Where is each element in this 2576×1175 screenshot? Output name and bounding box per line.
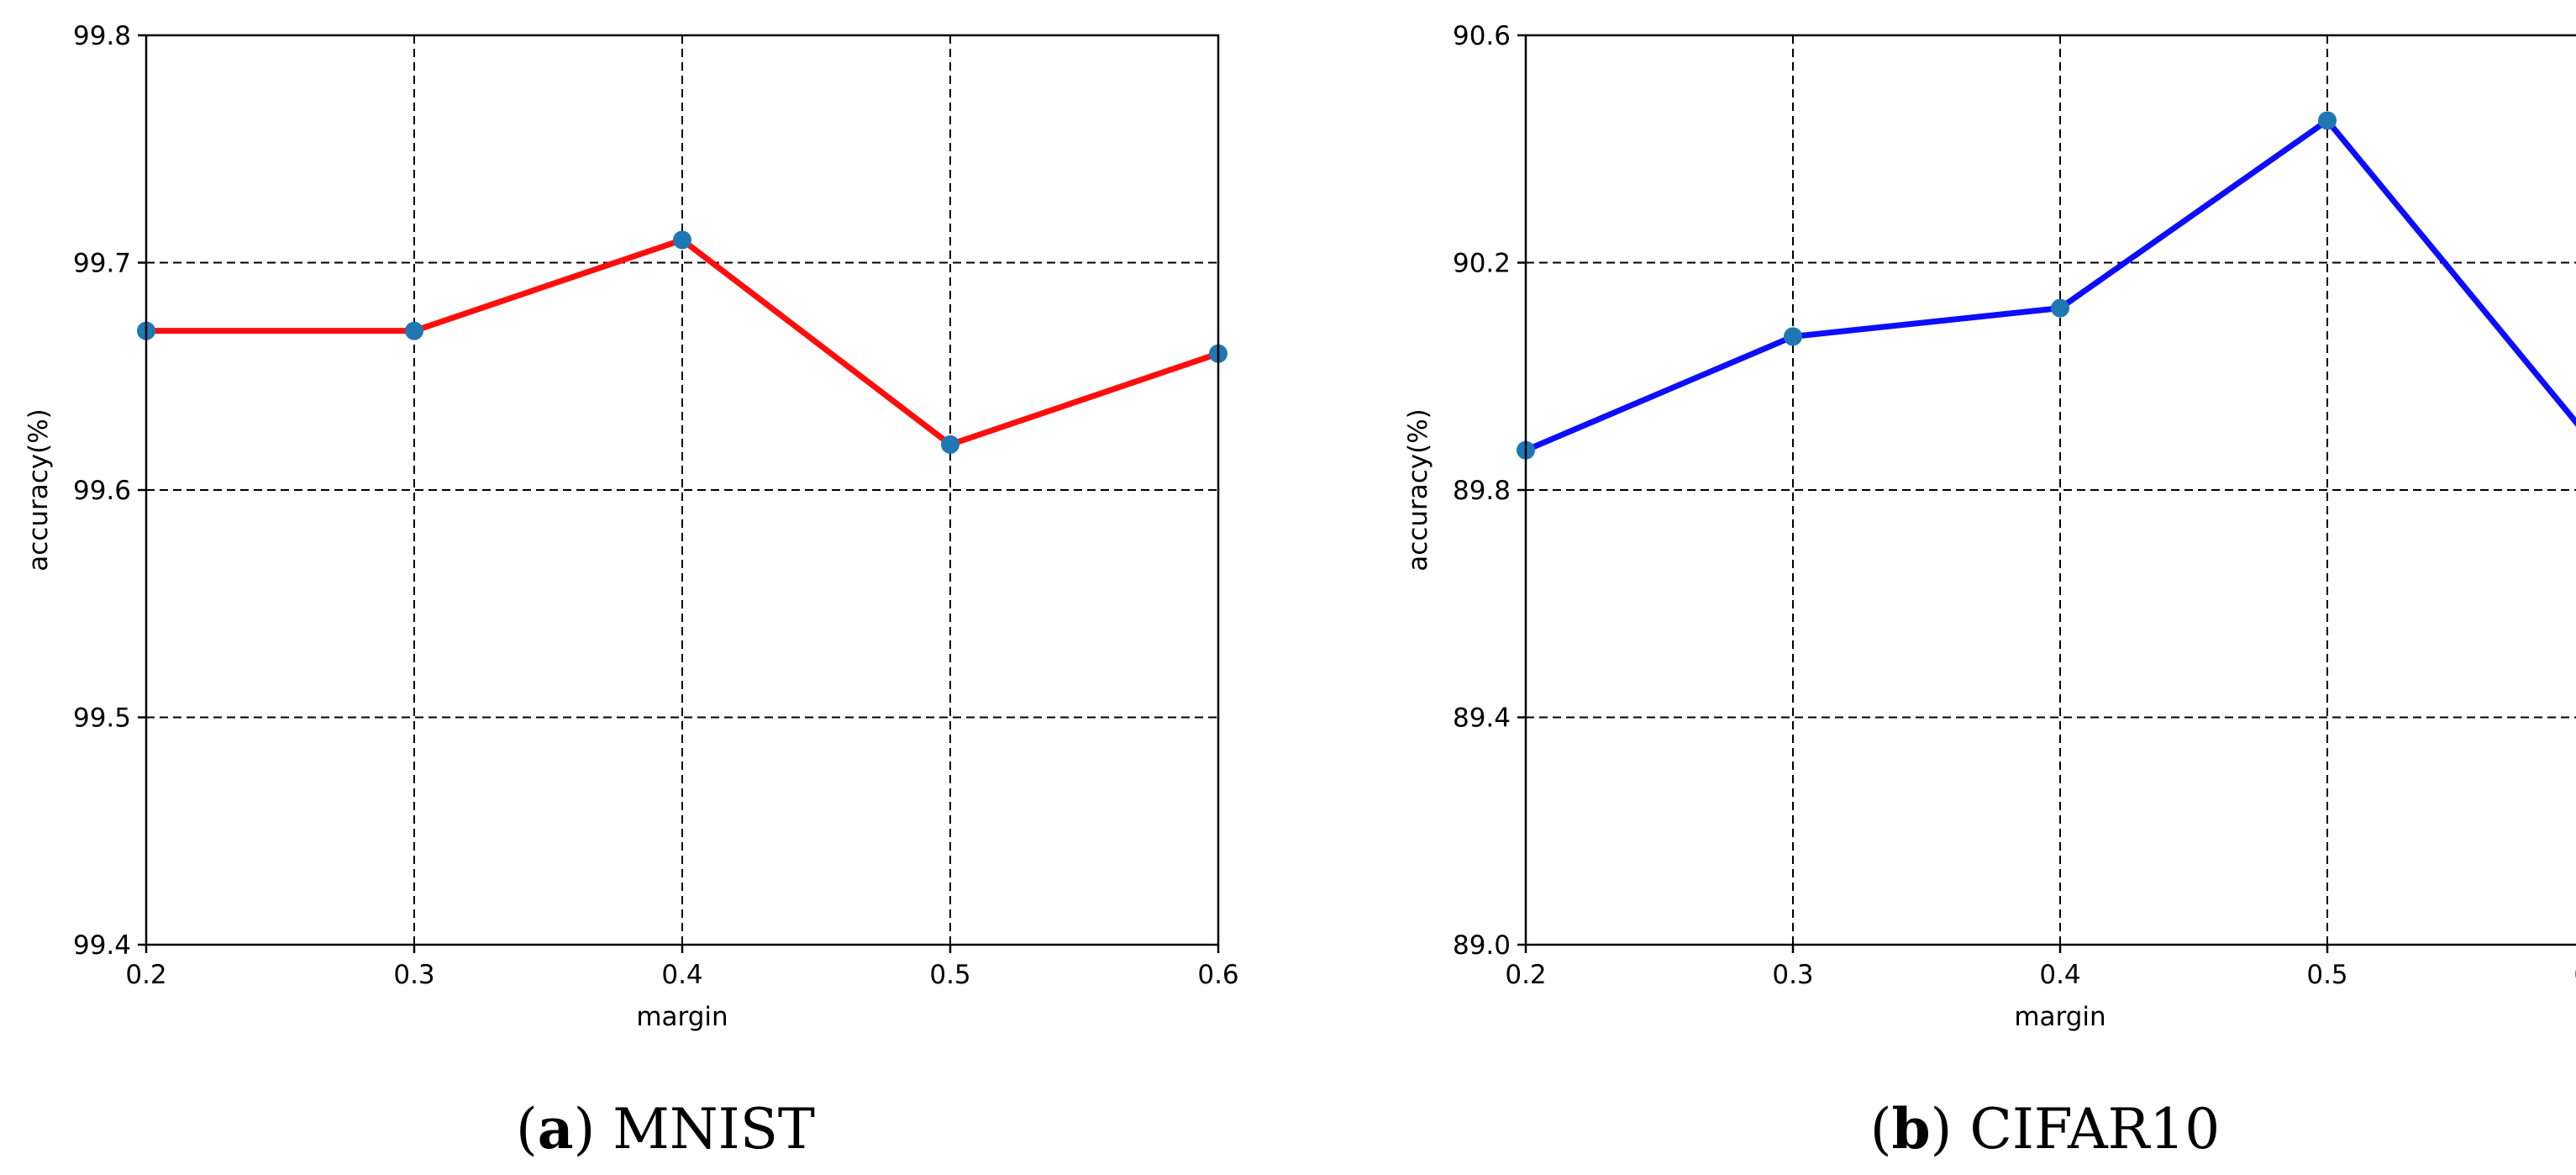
panel-letter: b	[1891, 1096, 1930, 1162]
tick-marks	[1517, 34, 2329, 953]
y-tick-label: 99.4	[73, 930, 131, 961]
y-tick-label: 99.8	[73, 21, 131, 51]
grid-lines	[1526, 35, 2576, 945]
panel-caption: (b) CIFAR10	[1870, 1096, 2221, 1162]
y-tick-label: 89.0	[1453, 930, 1511, 961]
y-tick-label: 99.5	[73, 703, 131, 734]
y-tick-label: 90.2	[1453, 249, 1511, 279]
x-tick-labels: 0.2 0.3 0.4 0.5 0.6	[125, 960, 1238, 990]
x-tick-label: 0.4	[2039, 960, 2080, 990]
grid-lines	[146, 35, 1218, 945]
x-axis-label: margin	[636, 1002, 728, 1032]
panel-mnist: 99.4 99.5 99.6 99.7 99.8 0.2 0.3 0.4 0.5 0.6 mar…	[24, 21, 1239, 1162]
x-tick-label: 0.3	[1772, 960, 1813, 990]
x-tick-label: 0.5	[929, 960, 970, 990]
data-point	[1784, 327, 1802, 346]
x-tick-label: 0.3	[393, 960, 434, 990]
y-tick-label: 99.6	[73, 476, 131, 506]
y-axis-label: accuracy(%)	[24, 408, 54, 572]
series-line	[1524, 117, 2576, 453]
x-tick-label: 0.6	[1197, 960, 1238, 990]
x-tick-label: 0.4	[661, 960, 702, 990]
panel-caption: (a) MNIST	[516, 1096, 815, 1162]
y-tick-labels: 89.0 89.4 89.8 90.2 90.6	[1453, 21, 1511, 961]
panel-title: CIFAR10	[1969, 1097, 2220, 1162]
data-point	[2318, 111, 2337, 130]
y-tick-label: 89.4	[1453, 703, 1511, 734]
panel-title: MNIST	[612, 1097, 815, 1162]
series-layer	[1517, 111, 2576, 460]
y-tick-labels: 99.4 99.5 99.6 99.7 99.8	[73, 21, 131, 961]
data-point	[2051, 298, 2069, 318]
y-tick-label: 90.6	[1453, 21, 1511, 51]
x-tick-label: 0.5	[2306, 960, 2347, 990]
x-tick-label: 0.6	[2573, 960, 2576, 990]
data-point	[941, 435, 959, 454]
x-axis-label: margin	[2014, 1002, 2105, 1032]
data-point	[673, 230, 691, 250]
panel-letter: a	[538, 1096, 574, 1162]
x-tick-label: 0.2	[1505, 960, 1546, 990]
tick-marks	[138, 34, 1220, 953]
panel-cifar10: 89.0 89.4 89.8 90.2 90.6 0.2 0.3 0.4 0.5 0.6 mar…	[1403, 21, 2576, 1162]
x-tick-labels: 0.2 0.3 0.4 0.5 0.6	[1505, 960, 2576, 990]
y-axis-label: accuracy(%)	[1403, 408, 1433, 572]
y-tick-label: 89.8	[1453, 476, 1511, 506]
y-tick-label: 99.7	[73, 249, 131, 279]
data-point	[405, 321, 423, 340]
x-tick-label: 0.2	[125, 960, 166, 990]
